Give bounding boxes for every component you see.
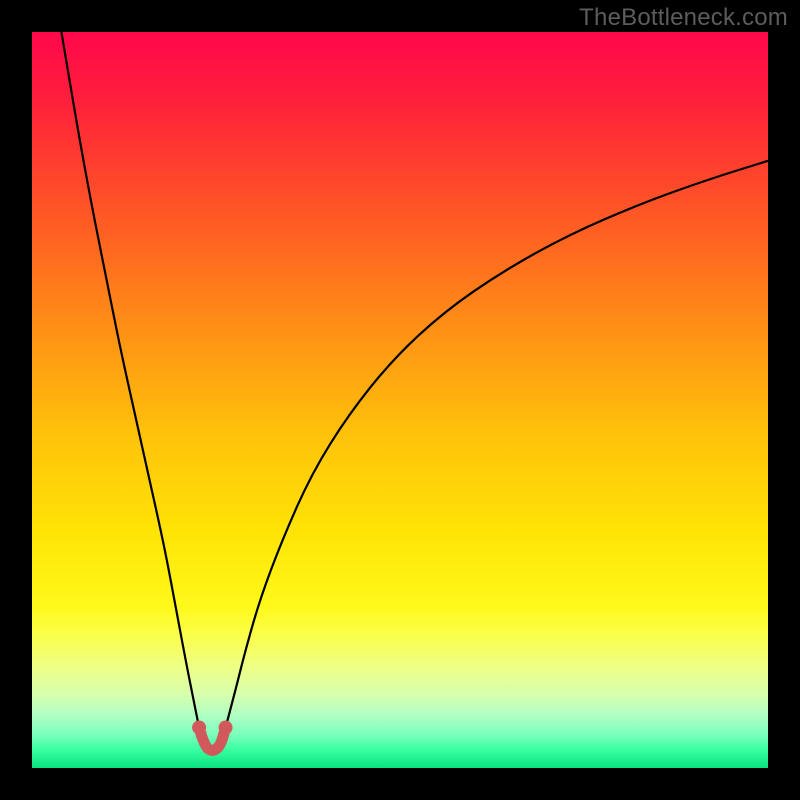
chart-container: { "watermark": "TheBottleneck.com", "cha… [0, 0, 800, 800]
watermark-text: TheBottleneck.com [579, 4, 788, 32]
plot-background [32, 32, 768, 768]
trough-endpoint-right [219, 721, 233, 735]
trough-endpoint-left [192, 721, 206, 735]
bottleneck-chart [0, 0, 800, 800]
